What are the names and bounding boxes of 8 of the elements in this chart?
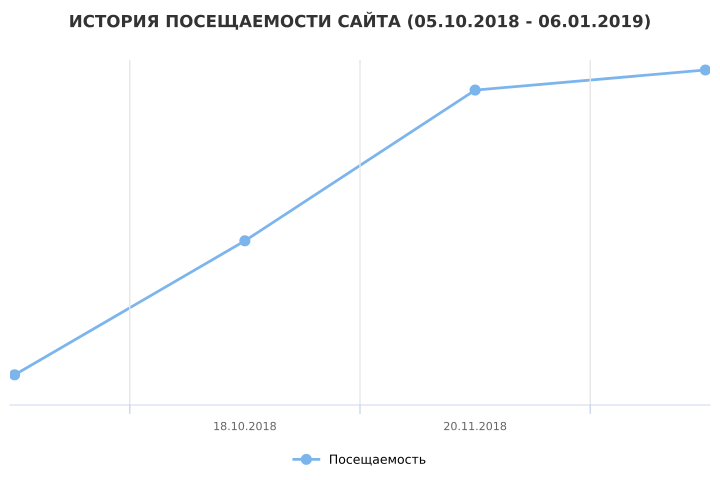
- point: [470, 84, 481, 96]
- point: [700, 64, 710, 76]
- point: [239, 235, 250, 246]
- x-tick-label: 18.10.2018: [214, 422, 276, 430]
- x-tick-label: 20.11.2018: [444, 422, 506, 430]
- point: [10, 369, 20, 380]
- legend-label: Посещаемость: [330, 454, 426, 466]
- chart-title: ИСТОРИЯ ПОСЕЩАЕМОСТИ САЙТА (05.10.2018 - 06.01.2019): [70, 12, 650, 30]
